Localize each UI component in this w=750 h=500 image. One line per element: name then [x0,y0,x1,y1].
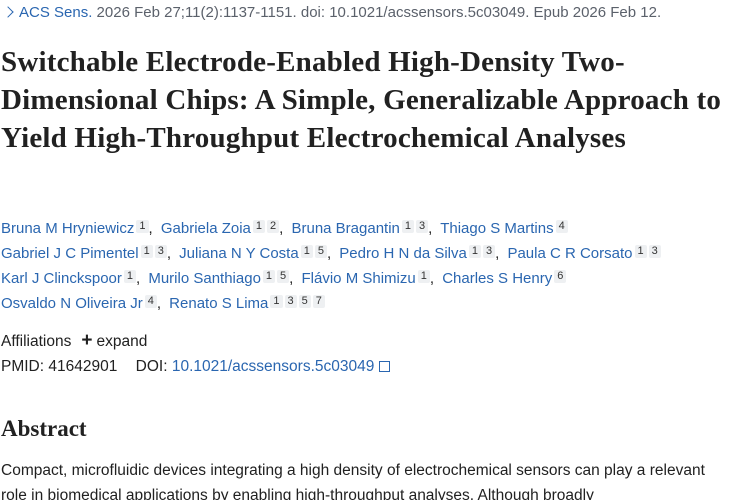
author-name[interactable]: Charles S Henry [442,270,553,287]
author-name[interactable]: Pedro H N da Silva [339,245,467,262]
author: Charles S Henry 6 [442,270,567,287]
affiliation-number[interactable]: 1 [136,220,149,233]
article-title: Switchable Electrode-Enabled High-Densit… [1,46,722,154]
journal-link[interactable]: ACS Sens. [19,4,93,21]
external-icon [379,361,391,372]
author: Pedro H N da Silva 1 3 [339,245,503,262]
affiliation-number[interactable]: 6 [554,270,567,283]
author-name[interactable]: Murilo Santhiago [148,270,261,287]
author: Renato S Lima 1 3 5 7 [169,295,325,312]
affiliation-number[interactable]: 1 [417,270,430,283]
author: Osvaldo N Oliveira Jr 4 [1,295,165,312]
author: Flávio M Shimizu 1 [301,270,438,287]
affiliation-number[interactable]: 1 [468,245,481,258]
author-name[interactable]: Thiago S Martins [440,220,554,237]
affiliation-number[interactable]: 5 [277,270,290,283]
author: Bruna Bragantin 1 3 [291,220,436,237]
author-name[interactable]: Paula C R Corsato [507,245,633,262]
affiliation-number[interactable]: 3 [482,245,496,258]
affiliation-number[interactable]: 1 [634,245,647,258]
abstract-text: Compact, microfluidic devices integratin… [1,462,705,500]
chevron-icon[interactable] [2,6,14,18]
author-name[interactable]: Bruna M Hryniewicz [1,220,135,237]
affiliation-number[interactable]: 1 [140,245,153,258]
author-name[interactable]: Renato S Lima [169,295,269,312]
author-name[interactable]: Karl J Clinckspoor [1,270,122,287]
author: Juliana N Y Costa 1 5 [179,245,335,262]
affiliation-number[interactable]: 3 [154,245,167,258]
affiliation-number[interactable]: 1 [300,245,313,258]
affiliation-number[interactable]: 7 [312,295,325,308]
pmid: 41642901 [48,358,118,375]
author: Gabriel J C Pimentel 1 3 [1,245,175,262]
author: Thiago S Martins 4 [440,220,568,237]
pmid-label: PMID: [1,358,45,375]
affiliation-number[interactable]: 5 [298,295,311,308]
affiliation-number[interactable]: 1 [262,270,276,283]
affiliation-number[interactable]: 3 [648,245,661,258]
author-name[interactable]: Gabriel J C Pimentel [1,245,139,262]
expand-toggle[interactable]: expand [96,333,148,350]
affiliation-number[interactable]: 4 [144,295,157,308]
citation: ACS Sens. 2026 Feb 27;11(2):1137-1151. d… [2,4,661,21]
affiliation-number[interactable]: 1 [252,220,266,233]
affiliations: Affiliations + expand [1,330,147,352]
abstract-heading: Abstract [1,416,87,441]
author-name[interactable]: Gabriela Zoia [160,220,251,237]
author-name[interactable]: Osvaldo N Oliveira Jr [1,295,143,312]
affiliation-number[interactable]: 1 [401,220,415,233]
affiliation-number[interactable]: 1 [123,270,136,283]
doi-link[interactable]: 10.1021/acssensors.5c03049 [171,358,375,375]
author: Bruna M Hryniewicz 1 [1,220,157,237]
affiliation-number[interactable]: 3 [416,220,429,233]
identifiers: PMID: 41642901 DOI: 10.1021/acssensors.5… [1,358,391,376]
affiliation-number[interactable]: 5 [314,245,327,258]
affiliation-number[interactable]: 2 [267,220,280,233]
citation-details: 2026 Feb 27;11(2):1137-1151. doi: 10.102… [96,4,662,21]
doi-label: DOI: [135,358,168,375]
author-name[interactable]: Bruna Bragantin [291,220,400,237]
author: Gabriela Zoia 1 2 [161,220,287,237]
affiliation-number[interactable]: 3 [284,295,297,308]
affiliations-label: Affiliations [1,333,72,350]
affiliation-number[interactable]: 1 [270,295,283,308]
expand-icon[interactable]: + [81,330,93,351]
author: Murilo Santhiago 1 5 [148,270,297,287]
author-name[interactable]: Juliana N Y Costa [179,245,299,262]
author-name[interactable]: Flávio M Shimizu [301,270,416,287]
author: Karl J Clinckspoor 1 [1,270,144,287]
author: Paula C R Corsato 1 3 [507,245,661,262]
affiliation-number[interactable]: 4 [555,220,568,233]
